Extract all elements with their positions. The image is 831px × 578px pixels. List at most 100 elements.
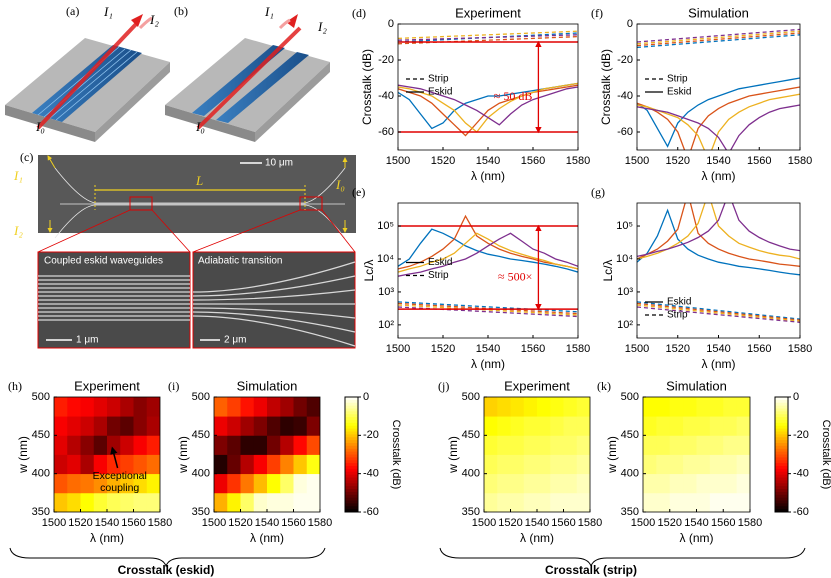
heat-cell — [576, 435, 590, 455]
colorbar-swatch — [345, 477, 358, 481]
colorbar-swatch — [345, 480, 358, 484]
heat-cell — [736, 473, 750, 494]
heat-cell — [293, 492, 308, 512]
colorbar-swatch — [775, 466, 788, 470]
line-series — [398, 30, 578, 40]
heat-cell — [280, 473, 294, 494]
colorbar-swatch — [345, 408, 358, 412]
heat-cell — [683, 435, 697, 455]
heat-cell — [669, 435, 684, 455]
colorbar-swatch — [775, 448, 788, 453]
port-label: I₁ — [103, 4, 113, 19]
line-series — [398, 84, 578, 126]
heat-cell — [723, 435, 738, 455]
annotation-arrow — [110, 446, 119, 469]
heat-cell — [54, 435, 68, 455]
heat-cell — [80, 397, 95, 417]
heat-cell — [67, 454, 81, 475]
group-label: Crosstalk (eskid) — [118, 563, 215, 577]
colorbar-swatch — [345, 445, 358, 450]
heat-cell — [736, 492, 750, 512]
heat-cell — [146, 435, 160, 455]
line-series — [637, 86, 800, 150]
heat-cell — [709, 435, 724, 455]
line-series — [398, 34, 578, 41]
y-tick-label: 400 — [192, 468, 210, 480]
x-tick-label: 1540 — [706, 155, 730, 167]
line-series — [398, 84, 578, 137]
legend-label: Eskid — [667, 297, 691, 308]
x-tick-label: 1540 — [95, 517, 119, 529]
colorbar-swatch — [775, 497, 788, 501]
chart-title: Simulation — [666, 378, 727, 393]
heat-cell — [253, 473, 268, 494]
legend-label: Strip — [428, 270, 449, 281]
heat-cell — [227, 454, 241, 475]
heat-cell — [253, 492, 268, 512]
colorbar-swatch — [775, 503, 788, 507]
line-series — [637, 34, 800, 49]
heat-cell — [67, 435, 81, 455]
heat-cell — [497, 473, 511, 494]
heat-cell — [523, 397, 538, 417]
heat-cell — [683, 416, 697, 436]
heat-cell — [484, 416, 498, 436]
colorbar-swatch — [345, 422, 358, 427]
y-tick-label: 10⁵ — [377, 220, 394, 232]
heat-cell — [214, 416, 228, 436]
heat-cell — [120, 473, 134, 494]
heat-cell — [723, 473, 738, 494]
x-tick-label: 1500 — [202, 517, 226, 529]
colorbar-swatch — [345, 411, 358, 415]
y-axis-label: w (nm) — [176, 436, 190, 474]
heat-cell — [576, 454, 590, 475]
heat-cell — [643, 416, 657, 436]
heat-cell — [227, 435, 241, 455]
x-axis-label: λ (nm) — [90, 531, 124, 545]
colorbar-swatch — [775, 483, 788, 487]
heat-cell — [696, 416, 711, 436]
y-axis-label: Lc/λ — [362, 259, 376, 281]
colorbar-swatch — [345, 434, 358, 438]
colorbar-swatch — [345, 443, 358, 447]
heat-cell — [696, 473, 711, 494]
heat-cell — [306, 492, 320, 512]
x-tick-label: 1540 — [525, 517, 549, 529]
plot-area — [54, 397, 160, 512]
heat-cell — [214, 397, 228, 417]
x-axis-label: λ (nm) — [702, 169, 736, 183]
heat-cell — [267, 492, 281, 512]
heat-cell — [227, 416, 241, 436]
y-tick-label: 10³ — [617, 286, 633, 298]
colorbar-swatch — [345, 431, 358, 435]
heat-cell — [267, 397, 281, 417]
colorbar-swatch — [775, 408, 788, 412]
colorbar-swatch — [345, 425, 358, 430]
x-tick-label: 1540 — [706, 343, 730, 355]
x-tick-label: 1560 — [281, 517, 305, 529]
colorbar-swatch — [775, 463, 788, 467]
heat-cell — [306, 435, 320, 455]
heat-cell — [133, 492, 148, 512]
y-tick-label: 450 — [192, 429, 210, 441]
plot-area — [643, 397, 750, 512]
colorbar-label: Crosstalk (dB) — [390, 420, 402, 490]
heat-cell — [523, 473, 538, 494]
x-tick-label: 1520 — [666, 343, 690, 355]
heat-cell — [267, 454, 281, 475]
heat-cell — [563, 473, 578, 494]
chart-title: Experiment — [74, 378, 140, 393]
x-tick-label: 1540 — [255, 517, 279, 529]
heat-cell — [93, 416, 108, 436]
panel-label: (k) — [597, 379, 611, 393]
colorbar-swatch — [345, 405, 358, 409]
heat-cell — [146, 397, 160, 417]
brace — [9, 547, 326, 568]
y-tick-label: -20 — [617, 54, 633, 66]
y-tick-label: 450 — [462, 429, 480, 441]
heat-cell — [563, 416, 578, 436]
heat-cell — [293, 416, 308, 436]
heat-cell — [523, 454, 538, 475]
colorbar-frame — [774, 396, 789, 513]
